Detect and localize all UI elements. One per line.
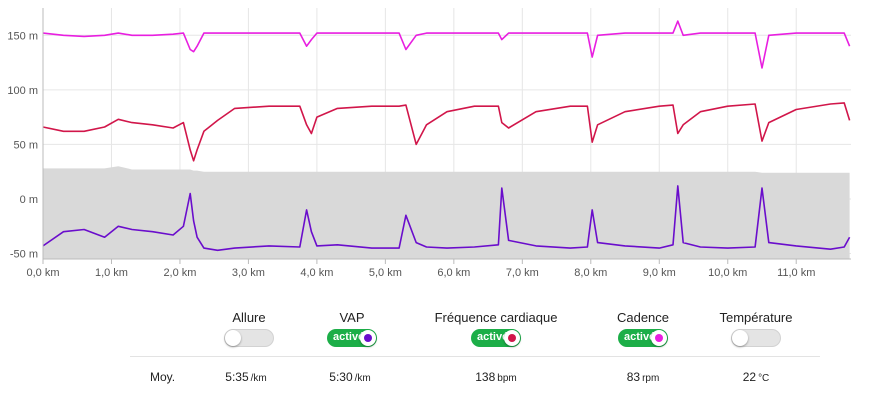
toggle-knob — [225, 330, 241, 346]
series-line-0 — [42, 20, 851, 69]
x-tick-label: 3,0 km — [232, 267, 265, 279]
avg-unit: bpm — [497, 373, 517, 384]
x-tick-label: 0,0 km — [26, 267, 59, 279]
x-axis: 0,0 km 1,0 km 2,0 km 3,0 km 4,0 km 5,0 km 6,0 … — [26, 258, 851, 279]
x-tick-label: 11,0 km — [777, 267, 815, 279]
toggle-knob — [504, 330, 520, 346]
avg-unit: rpm — [642, 373, 660, 384]
toggle-cadence[interactable]: activé — [618, 329, 668, 347]
avg-unit: /km — [250, 373, 267, 384]
toggle-col-allure: Allure — [164, 310, 334, 352]
series-color-dot — [364, 334, 372, 342]
toggle-on-text: activé — [477, 331, 509, 343]
elevation-chart: 150 m 100 m 50 m 0 m -50 m 0,0 km 1,0 km 2,0 k… — [7, 8, 851, 279]
avg-value: 5:30 — [329, 370, 353, 384]
toggle-col-heart-rate: Fréquence cardiaque activé — [411, 310, 581, 352]
toggle-knob — [651, 330, 667, 346]
toggle-label-heart-rate: Fréquence cardiaque — [434, 310, 558, 325]
toggle-on-text: activé — [333, 331, 365, 343]
x-tick-label: 4,0 km — [300, 267, 333, 279]
y-tick-label: 0 m — [20, 194, 38, 206]
lines-layer — [42, 20, 851, 252]
toggle-col-cadence: Cadence activé — [558, 310, 728, 352]
toggle-knob — [360, 330, 376, 346]
avg-value: 22 — [742, 370, 757, 384]
y-tick-label: 50 m — [14, 139, 38, 151]
toggle-col-temperature: Température — [671, 310, 841, 352]
toggle-vap[interactable]: activé — [327, 329, 377, 347]
toggle-temperature[interactable] — [731, 329, 781, 347]
avg-temperature: 22 °C — [743, 370, 770, 384]
toggle-allure[interactable] — [224, 329, 274, 347]
avg-pace: 5:35/km — [225, 370, 266, 384]
y-tick-label: 150 m — [7, 30, 38, 42]
toggle-label-temperature: Température — [719, 310, 793, 325]
series-line-2 — [42, 185, 851, 252]
toggle-label-vap: VAP — [339, 310, 365, 325]
x-tick-label: 7,0 km — [506, 267, 539, 279]
series-color-dot — [655, 334, 663, 342]
area-layer — [43, 166, 850, 259]
series-color-dot — [508, 334, 516, 342]
avg-cadence: 83 rpm — [627, 370, 660, 384]
y-tick-label: -50 m — [10, 249, 38, 261]
y-axis: 150 m 100 m 50 m 0 m -50 m — [7, 8, 44, 261]
toggle-heart-rate[interactable]: activé — [471, 329, 521, 347]
avg-unit: °C — [758, 373, 770, 384]
toggle-label-cadence: Cadence — [616, 310, 670, 325]
toggle-on-text: activé — [624, 331, 656, 343]
toggle-label-allure: Allure — [232, 310, 266, 325]
toggle-col-vap: VAP activé — [267, 310, 437, 352]
divider — [130, 356, 820, 357]
avg-heart-rate: 138 bpm — [475, 370, 516, 384]
x-tick-label: 2,0 km — [163, 267, 196, 279]
x-tick-label: 10,0 km — [708, 267, 747, 279]
averages-row: Moy. 5:35/km 5:30/km 138 bpm 83 rpm 22 °C — [0, 370, 895, 388]
avg-value: 5:35 — [225, 370, 249, 384]
x-tick-label: 1,0 km — [95, 267, 128, 279]
x-tick-label: 8,0 km — [574, 267, 607, 279]
x-tick-label: 5,0 km — [369, 267, 402, 279]
elevation-area — [43, 166, 850, 259]
toggle-knob — [732, 330, 748, 346]
y-tick-label: 100 m — [7, 85, 38, 97]
avg-value: 138 — [475, 370, 496, 384]
avg-vap: 5:30/km — [329, 370, 370, 384]
series-line-1 — [42, 102, 851, 162]
avg-unit: /km — [354, 373, 371, 384]
metric-controls: Allure VAP activé Fréquence cardiaque ac… — [0, 300, 895, 401]
avg-value: 83 — [626, 370, 641, 384]
x-tick-label: 6,0 km — [437, 267, 470, 279]
x-tick-label: 9,0 km — [643, 267, 676, 279]
averages-label: Moy. — [150, 370, 176, 384]
